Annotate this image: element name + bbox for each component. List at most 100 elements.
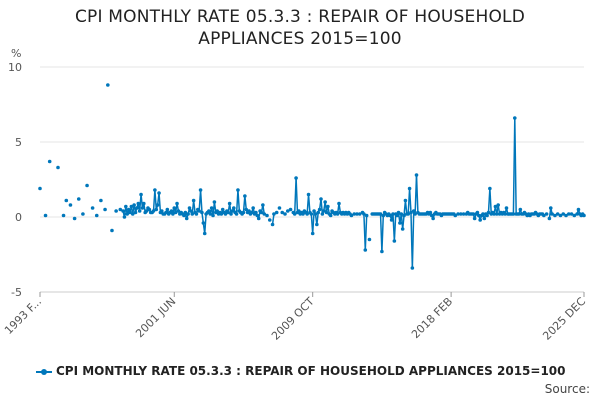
data-point[interactable] <box>320 212 325 216</box>
data-point[interactable] <box>301 212 305 216</box>
data-point[interactable] <box>381 213 386 218</box>
data-point[interactable] <box>403 198 408 203</box>
data-point[interactable] <box>309 212 314 216</box>
data-point[interactable] <box>357 212 362 216</box>
data-point[interactable] <box>553 213 557 218</box>
data-point[interactable] <box>43 213 48 218</box>
data-point[interactable] <box>72 216 77 221</box>
data-point[interactable] <box>241 210 246 215</box>
data-point[interactable] <box>147 207 152 212</box>
data-point[interactable] <box>459 212 463 216</box>
data-point[interactable] <box>94 213 99 218</box>
data-point[interactable] <box>114 209 118 213</box>
data-point[interactable] <box>380 249 384 254</box>
data-point[interactable] <box>274 210 279 215</box>
data-point[interactable] <box>118 207 123 212</box>
data-point[interactable] <box>428 210 433 215</box>
data-point[interactable] <box>399 212 404 216</box>
data-point[interactable] <box>475 210 480 215</box>
data-point[interactable] <box>128 210 132 215</box>
data-point[interactable] <box>142 201 146 206</box>
data-point[interactable] <box>76 197 81 201</box>
data-point[interactable] <box>429 213 434 218</box>
data-point[interactable] <box>229 212 233 216</box>
data-point[interactable] <box>243 194 247 198</box>
data-point[interactable] <box>256 216 261 221</box>
data-point[interactable] <box>362 212 366 216</box>
data-point[interactable] <box>125 212 130 216</box>
data-point[interactable] <box>90 206 95 210</box>
data-point[interactable] <box>176 209 181 213</box>
data-point[interactable] <box>103 207 107 212</box>
data-point[interactable] <box>81 212 85 216</box>
data-point[interactable] <box>186 212 190 216</box>
data-point[interactable] <box>236 188 240 192</box>
data-point[interactable] <box>398 221 402 225</box>
data-point[interactable] <box>485 213 489 218</box>
data-point[interactable] <box>471 212 476 216</box>
data-point[interactable] <box>244 207 249 212</box>
data-point[interactable] <box>503 212 507 216</box>
data-point[interactable] <box>265 213 269 218</box>
data-point[interactable] <box>261 203 265 207</box>
data-point[interactable] <box>550 212 554 216</box>
data-point[interactable] <box>544 212 549 216</box>
data-point[interactable] <box>478 218 482 222</box>
data-point[interactable] <box>227 201 232 206</box>
data-point[interactable] <box>400 227 405 231</box>
data-point[interactable] <box>511 212 516 216</box>
data-point[interactable] <box>558 213 563 218</box>
data-point[interactable] <box>215 209 219 213</box>
data-point[interactable] <box>395 213 399 218</box>
data-point[interactable] <box>315 222 319 227</box>
data-point[interactable] <box>249 210 254 215</box>
data-point[interactable] <box>297 209 301 213</box>
data-point[interactable] <box>389 218 394 222</box>
data-point[interactable] <box>313 212 318 216</box>
data-point[interactable] <box>402 213 406 218</box>
data-point[interactable] <box>47 159 52 164</box>
data-point[interactable] <box>305 212 309 216</box>
data-point[interactable] <box>129 204 134 209</box>
data-point[interactable] <box>144 209 149 213</box>
data-point[interactable] <box>197 209 201 213</box>
data-point[interactable] <box>151 209 156 213</box>
data-point[interactable] <box>154 207 159 212</box>
data-point[interactable] <box>542 213 546 218</box>
data-point[interactable] <box>207 209 211 213</box>
data-point[interactable] <box>572 213 577 218</box>
data-point[interactable] <box>488 186 492 191</box>
data-point[interactable] <box>317 207 322 212</box>
data-point[interactable] <box>316 210 321 215</box>
data-point[interactable] <box>555 212 560 216</box>
data-point[interactable] <box>165 207 170 212</box>
data-point[interactable] <box>285 209 290 213</box>
data-point[interactable] <box>259 210 264 215</box>
data-point[interactable] <box>164 210 168 215</box>
data-point[interactable] <box>187 206 192 210</box>
data-point[interactable] <box>226 210 231 215</box>
data-point[interactable] <box>409 210 413 215</box>
data-point[interactable] <box>414 173 419 177</box>
data-point[interactable] <box>209 206 214 210</box>
data-point[interactable] <box>212 200 217 204</box>
data-point[interactable] <box>486 210 491 215</box>
data-point[interactable] <box>294 176 298 180</box>
data-point[interactable] <box>337 201 341 206</box>
data-point[interactable] <box>493 204 498 209</box>
data-point[interactable] <box>231 206 236 210</box>
data-point[interactable] <box>367 237 372 242</box>
data-point[interactable] <box>321 209 326 213</box>
data-point[interactable] <box>171 212 175 216</box>
data-point[interactable] <box>566 212 571 216</box>
data-point[interactable] <box>323 200 327 204</box>
data-point[interactable] <box>267 218 272 222</box>
data-point[interactable] <box>517 212 521 216</box>
data-point[interactable] <box>132 203 136 207</box>
data-point[interactable] <box>153 188 157 192</box>
data-point[interactable] <box>482 216 487 221</box>
data-point[interactable] <box>504 206 509 210</box>
data-point[interactable] <box>137 209 142 213</box>
data-point[interactable] <box>378 212 383 216</box>
data-point[interactable] <box>272 212 276 216</box>
